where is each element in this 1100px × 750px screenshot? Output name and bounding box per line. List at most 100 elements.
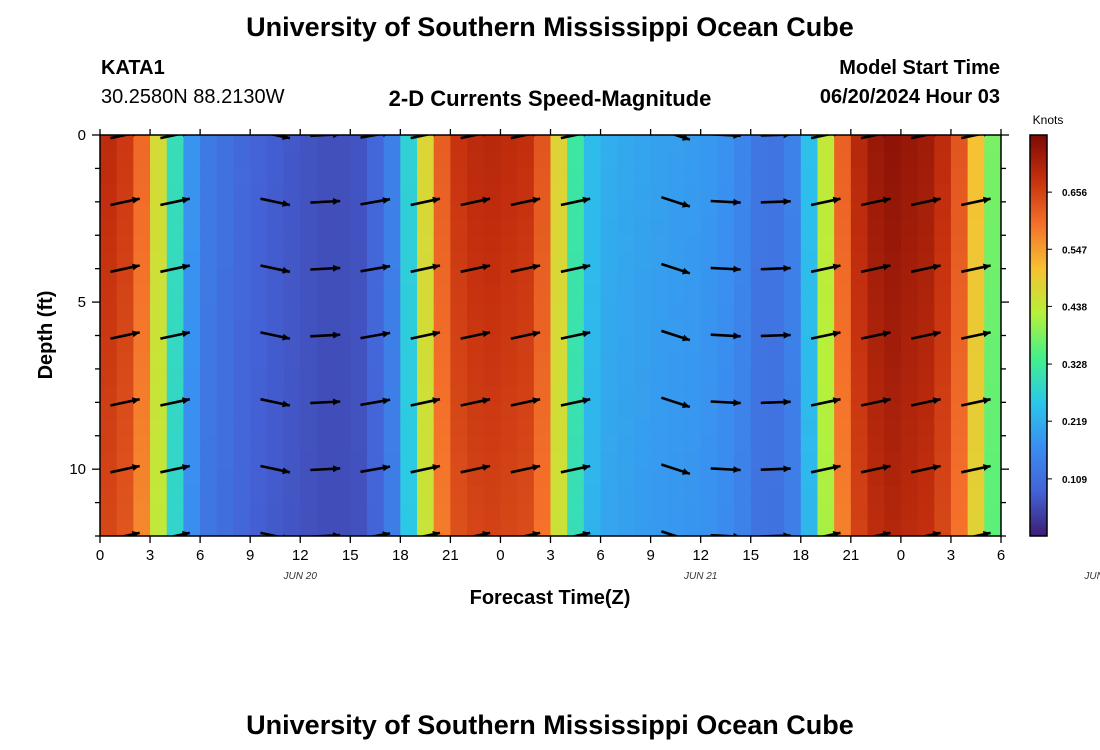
heatmap-cell [316,251,335,270]
heatmap-cell [300,285,318,303]
heatmap-cell [417,385,435,403]
heatmap-cell [166,352,185,370]
heatmap-cell [767,335,785,353]
heatmap-cell [216,352,235,370]
heatmap-cell [583,218,602,236]
heatmap-cell [700,235,718,253]
heatmap-cell [316,185,335,203]
heatmap-cell [934,352,952,370]
heatmap-cell [767,168,785,186]
heatmap-cell [166,485,185,504]
heatmap-cell [450,168,468,186]
heatmap-cell [383,335,401,353]
heatmap-cell [717,485,735,504]
heatmap-cell [150,419,168,437]
heatmap-cell [950,285,969,303]
heatmap-cell [133,285,151,303]
current-arrow [260,264,291,274]
heatmap-cell [250,135,268,153]
heatmap-cell [383,302,401,320]
heatmap-cell [467,502,485,520]
heatmap-cell [266,302,285,320]
heatmap-cell [717,519,735,536]
heatmap-cell [533,502,552,520]
heatmap-cell [567,318,585,337]
heatmap-cell [533,201,552,220]
heatmap-cell [984,519,1001,536]
x-tick-label: 3 [146,547,154,564]
heatmap-cell [784,385,802,403]
heatmap-cell [934,135,952,153]
heatmap-cell [300,435,318,454]
heatmap-cell [450,485,468,504]
station-coords: 30.2580N 88.2130W [101,86,285,108]
heatmap-cell [200,235,218,253]
current-vectors [110,135,991,536]
heatmap-cell [166,318,185,337]
heatmap-cell [934,435,952,454]
heatmap-cell [633,368,652,387]
heatmap-cell [250,302,268,320]
heatmap-cell [300,519,318,536]
heatmap-cell [166,285,185,303]
heatmap-cell [283,452,301,470]
heatmap-cell [583,268,602,286]
heatmap-cell [200,135,218,153]
heatmap-cell [800,352,819,370]
heatmap-cell [867,519,885,536]
heatmap-cell [633,402,652,420]
current-arrow [410,330,441,340]
heatmap-cell [550,251,568,270]
heatmap-cell [784,469,802,487]
heatmap-cell [133,218,151,236]
heatmap-cell [900,185,919,203]
heatmap-cell [450,352,468,370]
heatmap-cell [200,435,218,454]
footer-title: University of Southern Mississippi Ocean… [246,710,854,740]
heatmap-cell [784,502,802,520]
heatmap-cell [283,335,301,353]
heatmap-cell [166,419,185,437]
heatmap-cell [150,135,168,153]
heatmap-cell [600,318,618,337]
heatmap-cell [734,151,752,170]
heatmap-cell [867,335,885,353]
heatmap-cell [934,302,952,320]
heatmap-cell [900,502,919,520]
heatmap-cell [283,485,301,504]
current-arrow [510,330,541,340]
heatmap-cell [333,151,351,170]
heatmap-cell [800,385,819,403]
heatmap-cell [383,151,401,170]
heatmap-cell [467,519,485,536]
heatmap-cell [467,335,485,353]
heatmap-cell [166,335,185,353]
heatmap-cell [500,385,518,403]
heatmap-cell [700,151,718,170]
heatmap-cell [984,419,1001,437]
heatmap-cell [166,235,185,253]
heatmap-cell [734,485,752,504]
heatmap-cell [417,335,435,353]
heatmap-cell [850,519,869,536]
heatmap-cell [533,235,552,253]
heatmap-cell [884,502,902,520]
heatmap-cell [667,151,685,170]
heatmap-cell [200,419,218,437]
heatmap-cell [383,385,401,403]
heatmap-cell [917,352,935,370]
heatmap-cell [100,385,118,403]
heatmap-cell [984,218,1001,236]
heatmap-cell [300,452,318,470]
heatmap-cell [450,285,468,303]
heatmap-cell [767,435,785,454]
heatmap-cell [600,151,618,170]
heatmap-cell [984,285,1001,303]
heatmap-cell [683,168,702,186]
heatmap-cell [834,519,852,536]
heatmap-cell [116,168,134,186]
heatmap-cell [567,435,585,454]
heatmap-cell [750,385,769,403]
heatmap-cell [483,335,502,353]
heatmap-cell [483,435,502,454]
